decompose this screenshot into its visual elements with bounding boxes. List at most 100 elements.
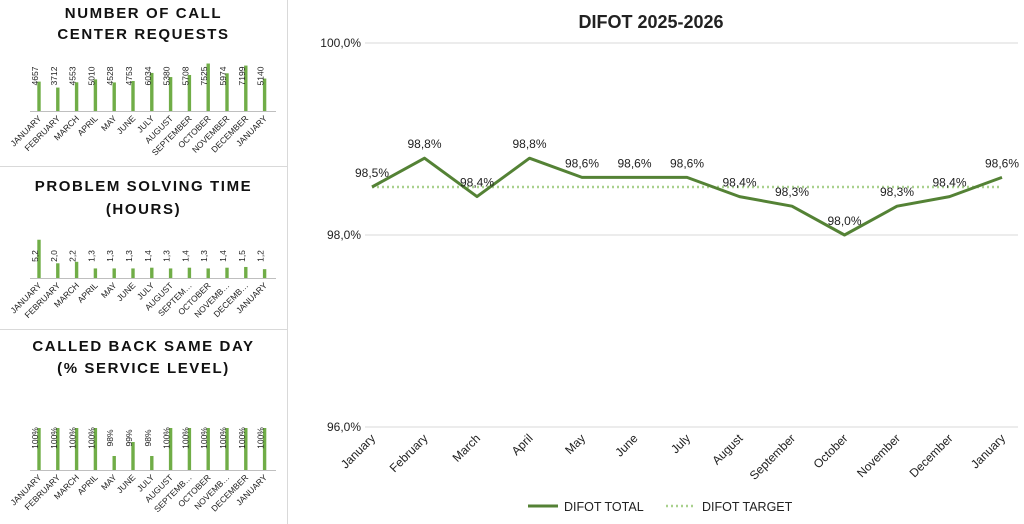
- mini-bar: [244, 65, 248, 111]
- mini-bar: [168, 428, 173, 470]
- mini-value-label: 6034: [143, 66, 153, 85]
- difot-data-label: 98,3%: [775, 185, 809, 199]
- mini-value-label: 5,2: [30, 250, 40, 262]
- problem-solving-title-line1: PROBLEM SOLVING TIME: [34, 178, 253, 195]
- difot-data-label: 98,5%: [355, 166, 389, 180]
- mini-category-label: APRIL: [75, 472, 100, 497]
- mini-bar: [93, 79, 98, 111]
- mini-value-label: 100%: [162, 427, 172, 449]
- mini-value-label: 100%: [199, 427, 209, 449]
- mini-value-label: 4657: [30, 66, 40, 85]
- mini-value-label: 1,4: [180, 250, 190, 262]
- mini-value-label: 4753: [124, 66, 134, 85]
- x-category-label: August: [709, 431, 746, 468]
- mini-value-label: 2,0: [49, 250, 59, 262]
- mini-value-label: 1,3: [199, 250, 209, 262]
- x-category-label: October: [811, 431, 851, 471]
- mini-bar: [56, 428, 60, 470]
- call-requests-title-line2: CENTER REQUESTS: [57, 26, 230, 43]
- difot-data-label: 98,0%: [827, 214, 861, 228]
- mini-bar: [93, 268, 98, 278]
- mini-category-label: JUNE: [115, 113, 138, 136]
- mini-bar: [187, 267, 192, 278]
- difot-total-line: [371, 156, 1003, 237]
- mini-bar: [187, 428, 192, 470]
- difot-data-label: 98,6%: [670, 156, 704, 170]
- difot-data-label: 98,8%: [512, 137, 546, 151]
- mini-bar: [150, 267, 154, 278]
- mini-value-label: 2,2: [68, 250, 78, 262]
- mini-value-label: 100%: [256, 427, 266, 449]
- difot-data-label: 98,8%: [407, 137, 441, 151]
- call-requests-chart: 4657JANUARY3712FEBRUARY4553MARCH5010APRI…: [8, 63, 276, 157]
- mini-value-label: 5380: [162, 66, 172, 85]
- mini-bar: [131, 268, 135, 278]
- mini-value-label: 3712: [49, 66, 59, 85]
- difot-data-label: 98,3%: [880, 185, 914, 199]
- difot-data-label: 98,4%: [722, 176, 756, 190]
- mini-bar: [225, 267, 229, 278]
- mini-bar: [93, 428, 98, 470]
- mini-value-label: 5140: [256, 66, 266, 85]
- mini-bar: [262, 269, 267, 278]
- problem-solving-title-line2: (HOURS): [105, 201, 182, 218]
- mini-value-label: 7525: [199, 66, 209, 85]
- mini-bar: [112, 82, 116, 111]
- mini-value-label: 99%: [124, 429, 134, 446]
- mini-value-label: 1,3: [124, 250, 134, 262]
- y-tick-label: 100,0%: [320, 36, 361, 50]
- mini-value-label: 4553: [68, 66, 78, 85]
- mini-bar: [225, 428, 229, 470]
- difot-data-label: 98,4%: [460, 176, 494, 190]
- mini-category-label: APRIL: [75, 280, 100, 305]
- mini-bar: [112, 456, 116, 470]
- mini-bar: [56, 87, 60, 111]
- call-requests-title-line1: NUMBER OF CALL: [64, 5, 223, 22]
- mini-value-label: 98%: [143, 429, 153, 446]
- mini-bar: [74, 428, 79, 470]
- mini-bar: [225, 73, 229, 111]
- mini-value-label: 1,5: [237, 250, 247, 262]
- mini-bar: [131, 81, 135, 111]
- called-back-chart: 100%JANUARY100%FEBRUARY100%MARCH100%APRI…: [8, 427, 276, 514]
- mini-bar: [37, 239, 41, 278]
- mini-bar: [150, 72, 154, 111]
- mini-bar: [37, 81, 41, 111]
- panel-divider: [0, 166, 287, 167]
- x-category-label: April: [509, 431, 536, 458]
- x-category-label: January: [338, 431, 378, 471]
- mini-bar: [112, 268, 116, 278]
- x-category-label: June: [612, 431, 641, 460]
- mini-bar: [37, 428, 41, 470]
- legend-target-label: DIFOT TARGET: [702, 500, 793, 514]
- mini-value-label: 5974: [218, 66, 228, 85]
- mini-bar: [206, 63, 210, 111]
- mini-value-label: 98%: [105, 429, 115, 446]
- mini-value-label: 5010: [86, 66, 96, 85]
- mini-value-label: 1,3: [86, 250, 96, 262]
- mini-value-label: 1,4: [143, 250, 153, 262]
- x-category-label: February: [387, 431, 431, 475]
- mini-bar: [56, 263, 60, 278]
- difot-data-label: 98,6%: [985, 156, 1019, 170]
- mini-bar: [168, 77, 173, 111]
- mini-value-label: 1,2: [256, 250, 266, 262]
- called-back-panel: CALLED BACK SAME DAY (% SERVICE LEVEL) 1…: [0, 330, 287, 524]
- mini-bar: [168, 268, 173, 278]
- mini-bar: [74, 261, 79, 278]
- mini-value-label: 100%: [218, 427, 228, 449]
- called-back-title-line2: (% SERVICE LEVEL): [57, 360, 230, 377]
- problem-solving-chart: 5,2JANUARY2,0FEBRUARY2,2MARCH1,3APRIL1,3…: [8, 239, 276, 320]
- mini-value-label: 5708: [180, 66, 190, 85]
- mini-value-label: 1,3: [162, 250, 172, 262]
- legend-total-label: DIFOT TOTAL: [564, 500, 644, 514]
- mini-bar: [131, 442, 135, 470]
- mini-value-label: 1,4: [218, 250, 228, 262]
- x-category-label: January: [968, 431, 1008, 471]
- x-category-label: September: [747, 431, 798, 482]
- difot-data-label: 98,6%: [565, 156, 599, 170]
- mini-value-label: 100%: [237, 427, 247, 449]
- vertical-divider: [287, 0, 288, 524]
- mini-value-label: 100%: [49, 427, 59, 449]
- x-category-label: May: [562, 431, 588, 457]
